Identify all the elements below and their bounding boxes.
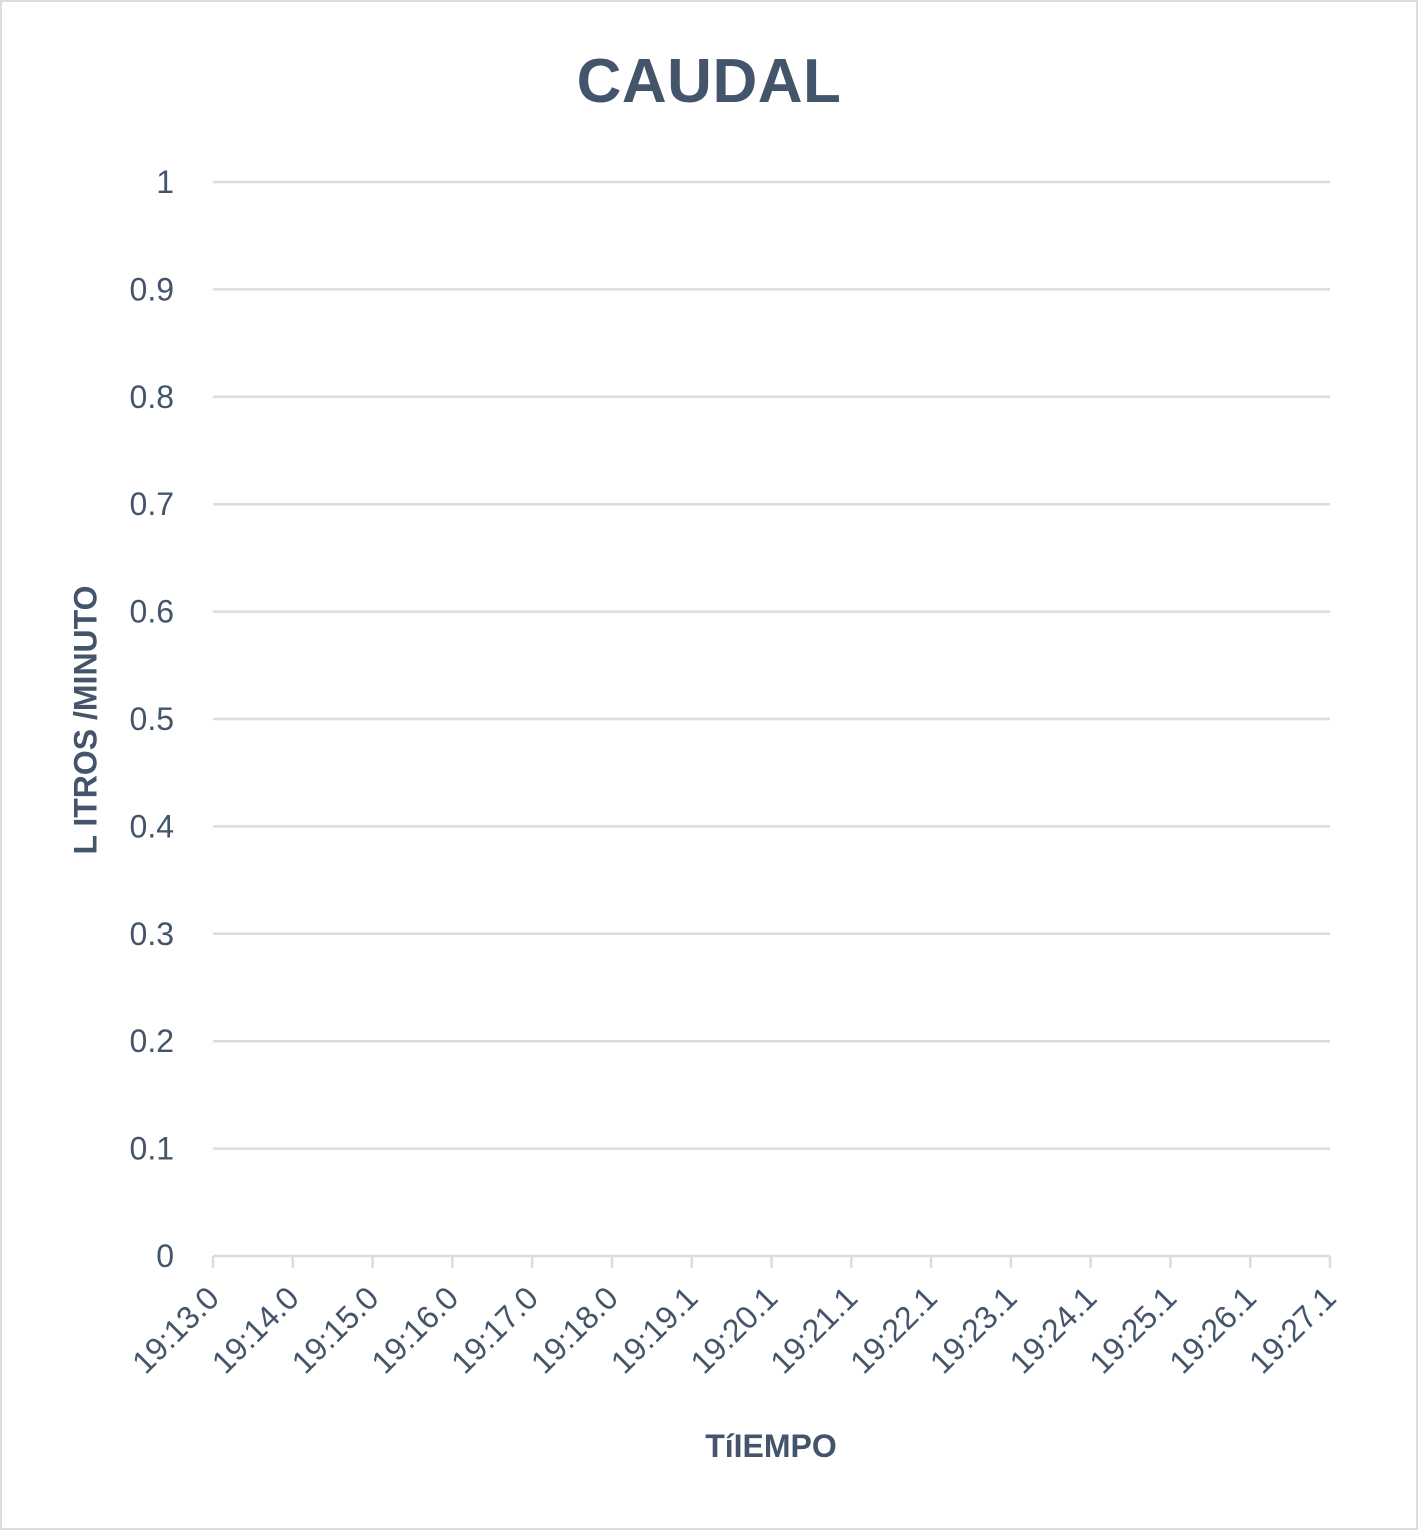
x-tick-label: 19:13.0 <box>125 1279 226 1380</box>
y-tick-label: 0.2 <box>130 1023 174 1059</box>
x-tick-label: 19:27.1 <box>1242 1279 1343 1380</box>
y-tick-label: 0.5 <box>130 701 174 737</box>
x-tick-label: 19:18.0 <box>524 1279 625 1380</box>
chart-title: CAUDAL <box>576 47 842 116</box>
y-tick-label: 0.9 <box>130 271 174 307</box>
x-tick-label: 19:24.1 <box>1003 1279 1104 1380</box>
x-tick-labels: 19:13.019:14.019:15.019:16.019:17.019:18… <box>125 1279 1343 1380</box>
x-tick-label: 19:17.0 <box>444 1279 545 1380</box>
y-tick-label: 0.7 <box>130 486 174 522</box>
x-tick-label: 19:15.0 <box>285 1279 386 1380</box>
x-tick-label: 19:14.0 <box>205 1279 306 1380</box>
y-tick-label: 0 <box>156 1238 174 1274</box>
y-tick-label: 0.6 <box>130 594 174 630</box>
x-tick-label: 19:22.1 <box>843 1279 944 1380</box>
x-axis-title: TíIEMPO <box>705 1428 837 1464</box>
x-tick-label: 19:21.1 <box>763 1279 864 1380</box>
y-tick-label: 0.4 <box>130 808 174 844</box>
y-tick-label: 1 <box>156 164 174 200</box>
x-tick-label: 19:26.1 <box>1162 1279 1263 1380</box>
y-tick-label: 0.3 <box>130 916 174 952</box>
y-tick-label: 0.1 <box>130 1131 174 1167</box>
y-tick-labels: 0 0.1 0.2 0.3 0.4 0.5 0.6 0.7 0.8 0.9 1 <box>130 164 174 1274</box>
x-tick-label: 19:19.1 <box>604 1279 705 1380</box>
gridlines <box>213 180 1330 1150</box>
x-tick-label: 19:16.0 <box>364 1279 465 1380</box>
y-tick-label: 0.8 <box>130 379 174 415</box>
x-tick-label: 19:23.1 <box>923 1279 1024 1380</box>
x-tick-label: 19:25.1 <box>1082 1279 1183 1380</box>
x-axis <box>211 1254 1332 1268</box>
x-tick-label: 19:20.1 <box>683 1279 784 1380</box>
